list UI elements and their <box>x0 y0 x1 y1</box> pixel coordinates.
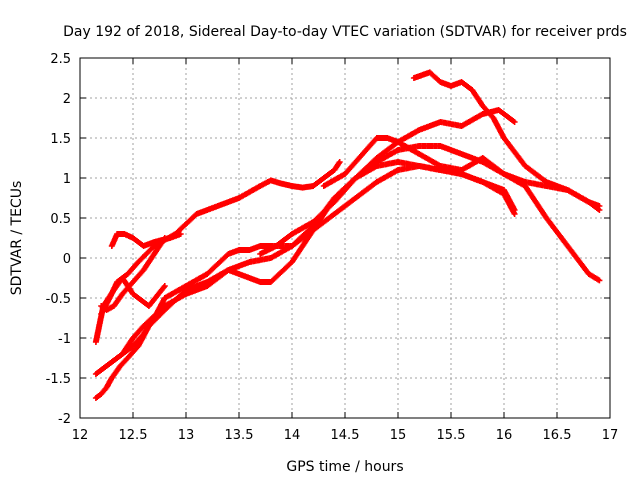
series-arc-4 <box>108 231 184 249</box>
y-tick-label: -2 <box>58 412 71 427</box>
x-tick-label: 12 <box>72 428 89 443</box>
x-tick-label: 14 <box>284 428 301 443</box>
x-tick-label: 13 <box>178 428 195 443</box>
x-tick-label: 16 <box>496 428 513 443</box>
series-arc-10 <box>410 69 603 209</box>
x-tick-label: 15 <box>390 428 407 443</box>
y-tick-label: 1.5 <box>50 132 71 147</box>
series-arc-8 <box>257 107 518 257</box>
y-tick-label: 1 <box>63 172 71 187</box>
series-arc-6 <box>92 159 518 377</box>
y-tick-label: -0.5 <box>46 292 71 307</box>
x-tick-label: 17 <box>602 428 619 443</box>
series-arc-5 <box>92 163 518 401</box>
series-arc-2 <box>92 275 168 345</box>
y-axis-label: SDTVAR / TECUs <box>9 181 25 296</box>
y-tick-label: 0.5 <box>50 212 71 227</box>
y-tick-label: -1 <box>58 332 71 347</box>
y-tick-label: -1.5 <box>46 372 71 387</box>
series-arc-3 <box>98 235 168 313</box>
x-tick-label: 14.5 <box>331 428 360 443</box>
x-tick-label: 15.5 <box>437 428 466 443</box>
data-series <box>92 69 603 401</box>
x-axis-label: GPS time / hours <box>286 459 403 475</box>
axis-ticks: 12 12.5 13 13.5 14 14.5 15 15.5 16 16.5 17 2.5 2 1.5 1… <box>46 52 619 443</box>
chart-title: Day 192 of 2018, Sidereal Day-to-day VTE… <box>63 24 627 40</box>
y-tick-label: 0 <box>63 252 71 267</box>
y-tick-label: 2.5 <box>50 52 71 67</box>
grid-lines <box>80 58 610 418</box>
y-tick-label: 2 <box>63 92 71 107</box>
x-tick-label: 13.5 <box>225 428 254 443</box>
x-tick-label: 12.5 <box>119 428 148 443</box>
x-tick-label: 16.5 <box>543 428 572 443</box>
